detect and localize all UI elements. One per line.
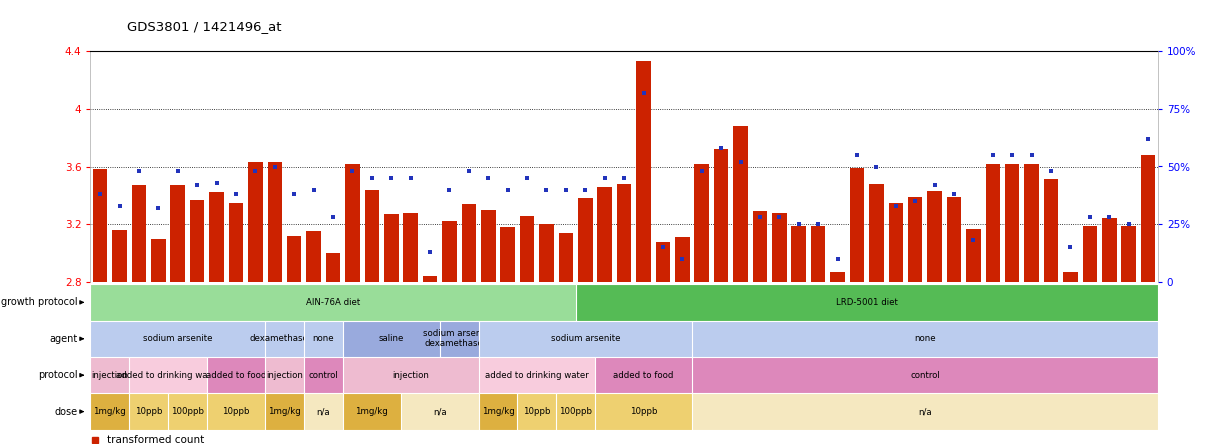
Bar: [384, 214, 398, 282]
Bar: [695, 164, 709, 282]
Text: 1mg/kg: 1mg/kg: [94, 407, 127, 416]
Bar: [578, 198, 592, 282]
Bar: [364, 190, 379, 282]
Bar: [403, 213, 418, 282]
Bar: [1122, 226, 1136, 282]
Text: added to drinking water: added to drinking water: [485, 371, 589, 380]
Text: control: control: [309, 371, 338, 380]
Bar: [966, 229, 980, 282]
Bar: [675, 237, 690, 282]
Bar: [830, 272, 845, 282]
Bar: [443, 221, 457, 282]
Bar: [597, 187, 611, 282]
Bar: [1083, 226, 1097, 282]
Bar: [947, 197, 961, 282]
Bar: [93, 170, 107, 282]
Bar: [481, 210, 496, 282]
Text: dexamethasone: dexamethasone: [250, 334, 320, 343]
Bar: [131, 185, 146, 282]
Text: 100ppb: 100ppb: [171, 407, 204, 416]
Text: sodium arsenite,
dexamethasone: sodium arsenite, dexamethasone: [423, 329, 496, 349]
Bar: [268, 162, 282, 282]
Text: transformed count: transformed count: [107, 435, 205, 444]
Bar: [616, 184, 632, 282]
Text: injection: injection: [92, 371, 128, 380]
Text: 10ppb: 10ppb: [630, 407, 657, 416]
Text: growth protocol: growth protocol: [1, 297, 77, 307]
Text: added to drinking water: added to drinking water: [116, 371, 219, 380]
Bar: [170, 185, 185, 282]
Text: 1mg/kg: 1mg/kg: [481, 407, 514, 416]
Bar: [326, 253, 340, 282]
Text: 1mg/kg: 1mg/kg: [268, 407, 300, 416]
Text: saline: saline: [379, 334, 404, 343]
Bar: [1005, 164, 1019, 282]
Bar: [637, 61, 651, 282]
Bar: [248, 162, 263, 282]
Bar: [908, 197, 923, 282]
Text: 10ppb: 10ppb: [135, 407, 163, 416]
Text: 10ppb: 10ppb: [523, 407, 550, 416]
Bar: [210, 193, 224, 282]
Bar: [1043, 179, 1059, 282]
Bar: [1064, 272, 1078, 282]
Bar: [656, 242, 671, 282]
Bar: [1024, 164, 1038, 282]
Bar: [423, 276, 438, 282]
Bar: [927, 191, 942, 282]
Bar: [985, 164, 1000, 282]
Text: injection: injection: [392, 371, 429, 380]
Bar: [189, 200, 205, 282]
Text: n/a: n/a: [433, 407, 446, 416]
Text: 1mg/kg: 1mg/kg: [356, 407, 388, 416]
Bar: [791, 226, 806, 282]
Bar: [345, 164, 359, 282]
Bar: [539, 224, 554, 282]
Bar: [810, 226, 825, 282]
Bar: [306, 231, 321, 282]
Text: injection: injection: [267, 371, 303, 380]
Text: n/a: n/a: [918, 407, 932, 416]
Text: agent: agent: [49, 334, 77, 344]
Bar: [850, 168, 865, 282]
Bar: [229, 202, 244, 282]
Bar: [753, 211, 767, 282]
Bar: [1102, 218, 1117, 282]
Bar: [870, 184, 884, 282]
Bar: [772, 213, 786, 282]
Text: control: control: [911, 371, 939, 380]
Text: n/a: n/a: [316, 407, 330, 416]
Text: GDS3801 / 1421496_at: GDS3801 / 1421496_at: [127, 20, 281, 33]
Text: added to food: added to food: [206, 371, 267, 380]
Bar: [1141, 155, 1155, 282]
Text: dose: dose: [54, 407, 77, 416]
Text: 10ppb: 10ppb: [222, 407, 250, 416]
Bar: [287, 236, 302, 282]
Bar: [714, 149, 728, 282]
Bar: [112, 230, 127, 282]
Text: none: none: [312, 334, 334, 343]
Text: sodium arsenite: sodium arsenite: [551, 334, 620, 343]
Text: protocol: protocol: [39, 370, 77, 380]
Bar: [733, 126, 748, 282]
Bar: [558, 233, 573, 282]
Bar: [889, 202, 903, 282]
Text: sodium arsenite: sodium arsenite: [144, 334, 212, 343]
Text: added to food: added to food: [614, 371, 674, 380]
Text: 100ppb: 100ppb: [560, 407, 592, 416]
Bar: [500, 227, 515, 282]
Text: AIN-76A diet: AIN-76A diet: [306, 298, 361, 307]
Text: none: none: [914, 334, 936, 343]
Bar: [151, 239, 165, 282]
Bar: [520, 216, 534, 282]
Text: LRD-5001 diet: LRD-5001 diet: [836, 298, 897, 307]
Bar: [462, 204, 476, 282]
